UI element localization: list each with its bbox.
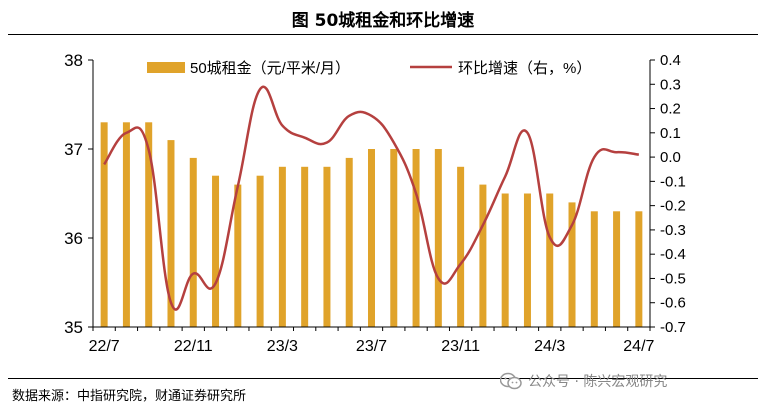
y-right-tick-label: -0.2 — [660, 198, 686, 215]
bar-22/7 — [100, 122, 108, 327]
x-tick-label: 23/3 — [267, 338, 298, 355]
line-mom-growth — [103, 85, 640, 311]
bar-24/3 — [546, 193, 554, 327]
x-tick-label: 22/11 — [174, 338, 213, 355]
bar-23/5 — [323, 166, 331, 327]
legend-bar-label: 50城租金（元/平米/月） — [190, 60, 350, 77]
y-right-tick-label: 0.3 — [660, 76, 681, 93]
bar-24/1 — [501, 193, 509, 327]
y-right-tick-label: -0.1 — [660, 173, 686, 190]
y-right-tick-label: -0.7 — [660, 319, 686, 336]
bar-23/2 — [256, 175, 264, 327]
bar-23/9 — [412, 149, 420, 327]
bar-22/10 — [167, 140, 175, 327]
bar-23/7 — [368, 149, 375, 327]
figure-title: 图 50城租金和环比增速 — [291, 11, 475, 31]
source-note: 数据来源：中指研究院，财通证券研究所 — [12, 389, 247, 404]
x-tick-label: 23/7 — [356, 338, 387, 355]
y-right-tick-label: 0.4 — [660, 52, 681, 69]
line-series-mom — [103, 85, 640, 311]
y-left-tick-label: 37 — [64, 140, 83, 159]
bar-23/10 — [434, 149, 442, 327]
x-tick-label: 24/7 — [623, 338, 654, 355]
bar-24/4 — [568, 202, 576, 327]
bar-24/6 — [613, 211, 621, 327]
legend: 50城租金（元/平米/月） 环比增速（右，%） — [147, 60, 591, 77]
bar-22/11 — [189, 157, 197, 327]
bar-series-rent — [100, 122, 643, 327]
y-right-tick-label: -0.5 — [660, 270, 686, 287]
bar-23/12 — [479, 184, 487, 327]
bar-24/2 — [523, 193, 531, 327]
bar-22/8 — [122, 122, 130, 327]
source-rule — [8, 378, 758, 379]
bar-24/5 — [590, 211, 598, 327]
legend-bar-swatch — [147, 62, 185, 73]
y-right-tick-label: 0.0 — [660, 149, 681, 166]
y-right-tick-label: 0.2 — [660, 101, 681, 118]
y-right-tick-label: -0.6 — [660, 295, 686, 312]
bar-22/12 — [212, 175, 220, 327]
x-tick-label: 24/3 — [534, 338, 565, 355]
watermark-text: 公众号 · 陈兴宏观研究 — [528, 374, 668, 390]
bar-23/3 — [278, 166, 286, 327]
y-left-tick-label: 38 — [64, 51, 83, 70]
y-left-tick-label: 36 — [64, 229, 83, 248]
bar-22/9 — [145, 122, 153, 327]
bar-23/11 — [457, 166, 465, 327]
combo-chart: 35 36 37 38 -0.7 -0.6 -0.5 -0.4 -0.3 -0.2 -0.1 0.0 0… — [64, 51, 686, 355]
y-left-tick-label: 35 — [64, 318, 83, 337]
bar-23/6 — [345, 157, 353, 327]
y-right-tick-label: -0.3 — [660, 222, 686, 239]
bar-24/7 — [635, 211, 643, 327]
watermark: 公众号 · 陈兴宏观研究 — [499, 371, 668, 391]
x-tick-label: 22/7 — [89, 338, 120, 355]
y-right-tick-label: -0.4 — [660, 246, 686, 263]
bar-23/1 — [234, 184, 242, 327]
y-right-tick-label: 0.1 — [660, 125, 681, 142]
bar-23/4 — [301, 166, 309, 327]
wechat-icon — [499, 372, 522, 390]
legend-line-label: 环比增速（右，%） — [458, 60, 591, 77]
x-tick-label: 23/11 — [441, 338, 480, 355]
title-rule — [8, 34, 758, 35]
bar-23/8 — [390, 149, 398, 327]
axes: 35 36 37 38 -0.7 -0.6 -0.5 -0.4 -0.3 -0.2 -0.1 0.0 0… — [64, 51, 686, 355]
